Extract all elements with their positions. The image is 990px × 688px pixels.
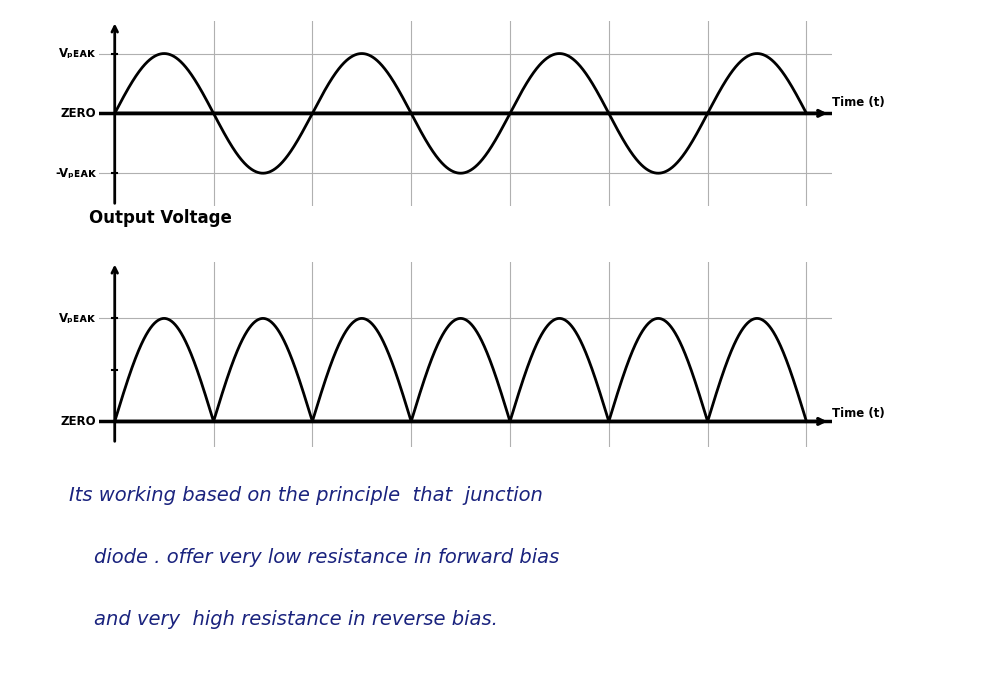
Text: ZERO: ZERO [60,415,96,428]
Text: Its working based on the principle  that  junction: Its working based on the principle that … [69,486,544,505]
Text: ZERO: ZERO [60,107,96,120]
Text: -Vₚᴇᴀᴋ: -Vₚᴇᴀᴋ [55,166,96,180]
Text: Vₚᴇᴀᴋ: Vₚᴇᴀᴋ [59,47,96,60]
Text: and very  high resistance in reverse bias.: and very high resistance in reverse bias… [69,610,498,629]
Text: Time (t): Time (t) [833,96,885,109]
Text: Vₚᴇᴀᴋ: Vₚᴇᴀᴋ [59,312,96,325]
Text: Time (t): Time (t) [833,407,885,420]
Text: diode . offer very low resistance in forward bias: diode . offer very low resistance in for… [69,548,559,567]
Text: Output Voltage: Output Voltage [89,209,232,227]
